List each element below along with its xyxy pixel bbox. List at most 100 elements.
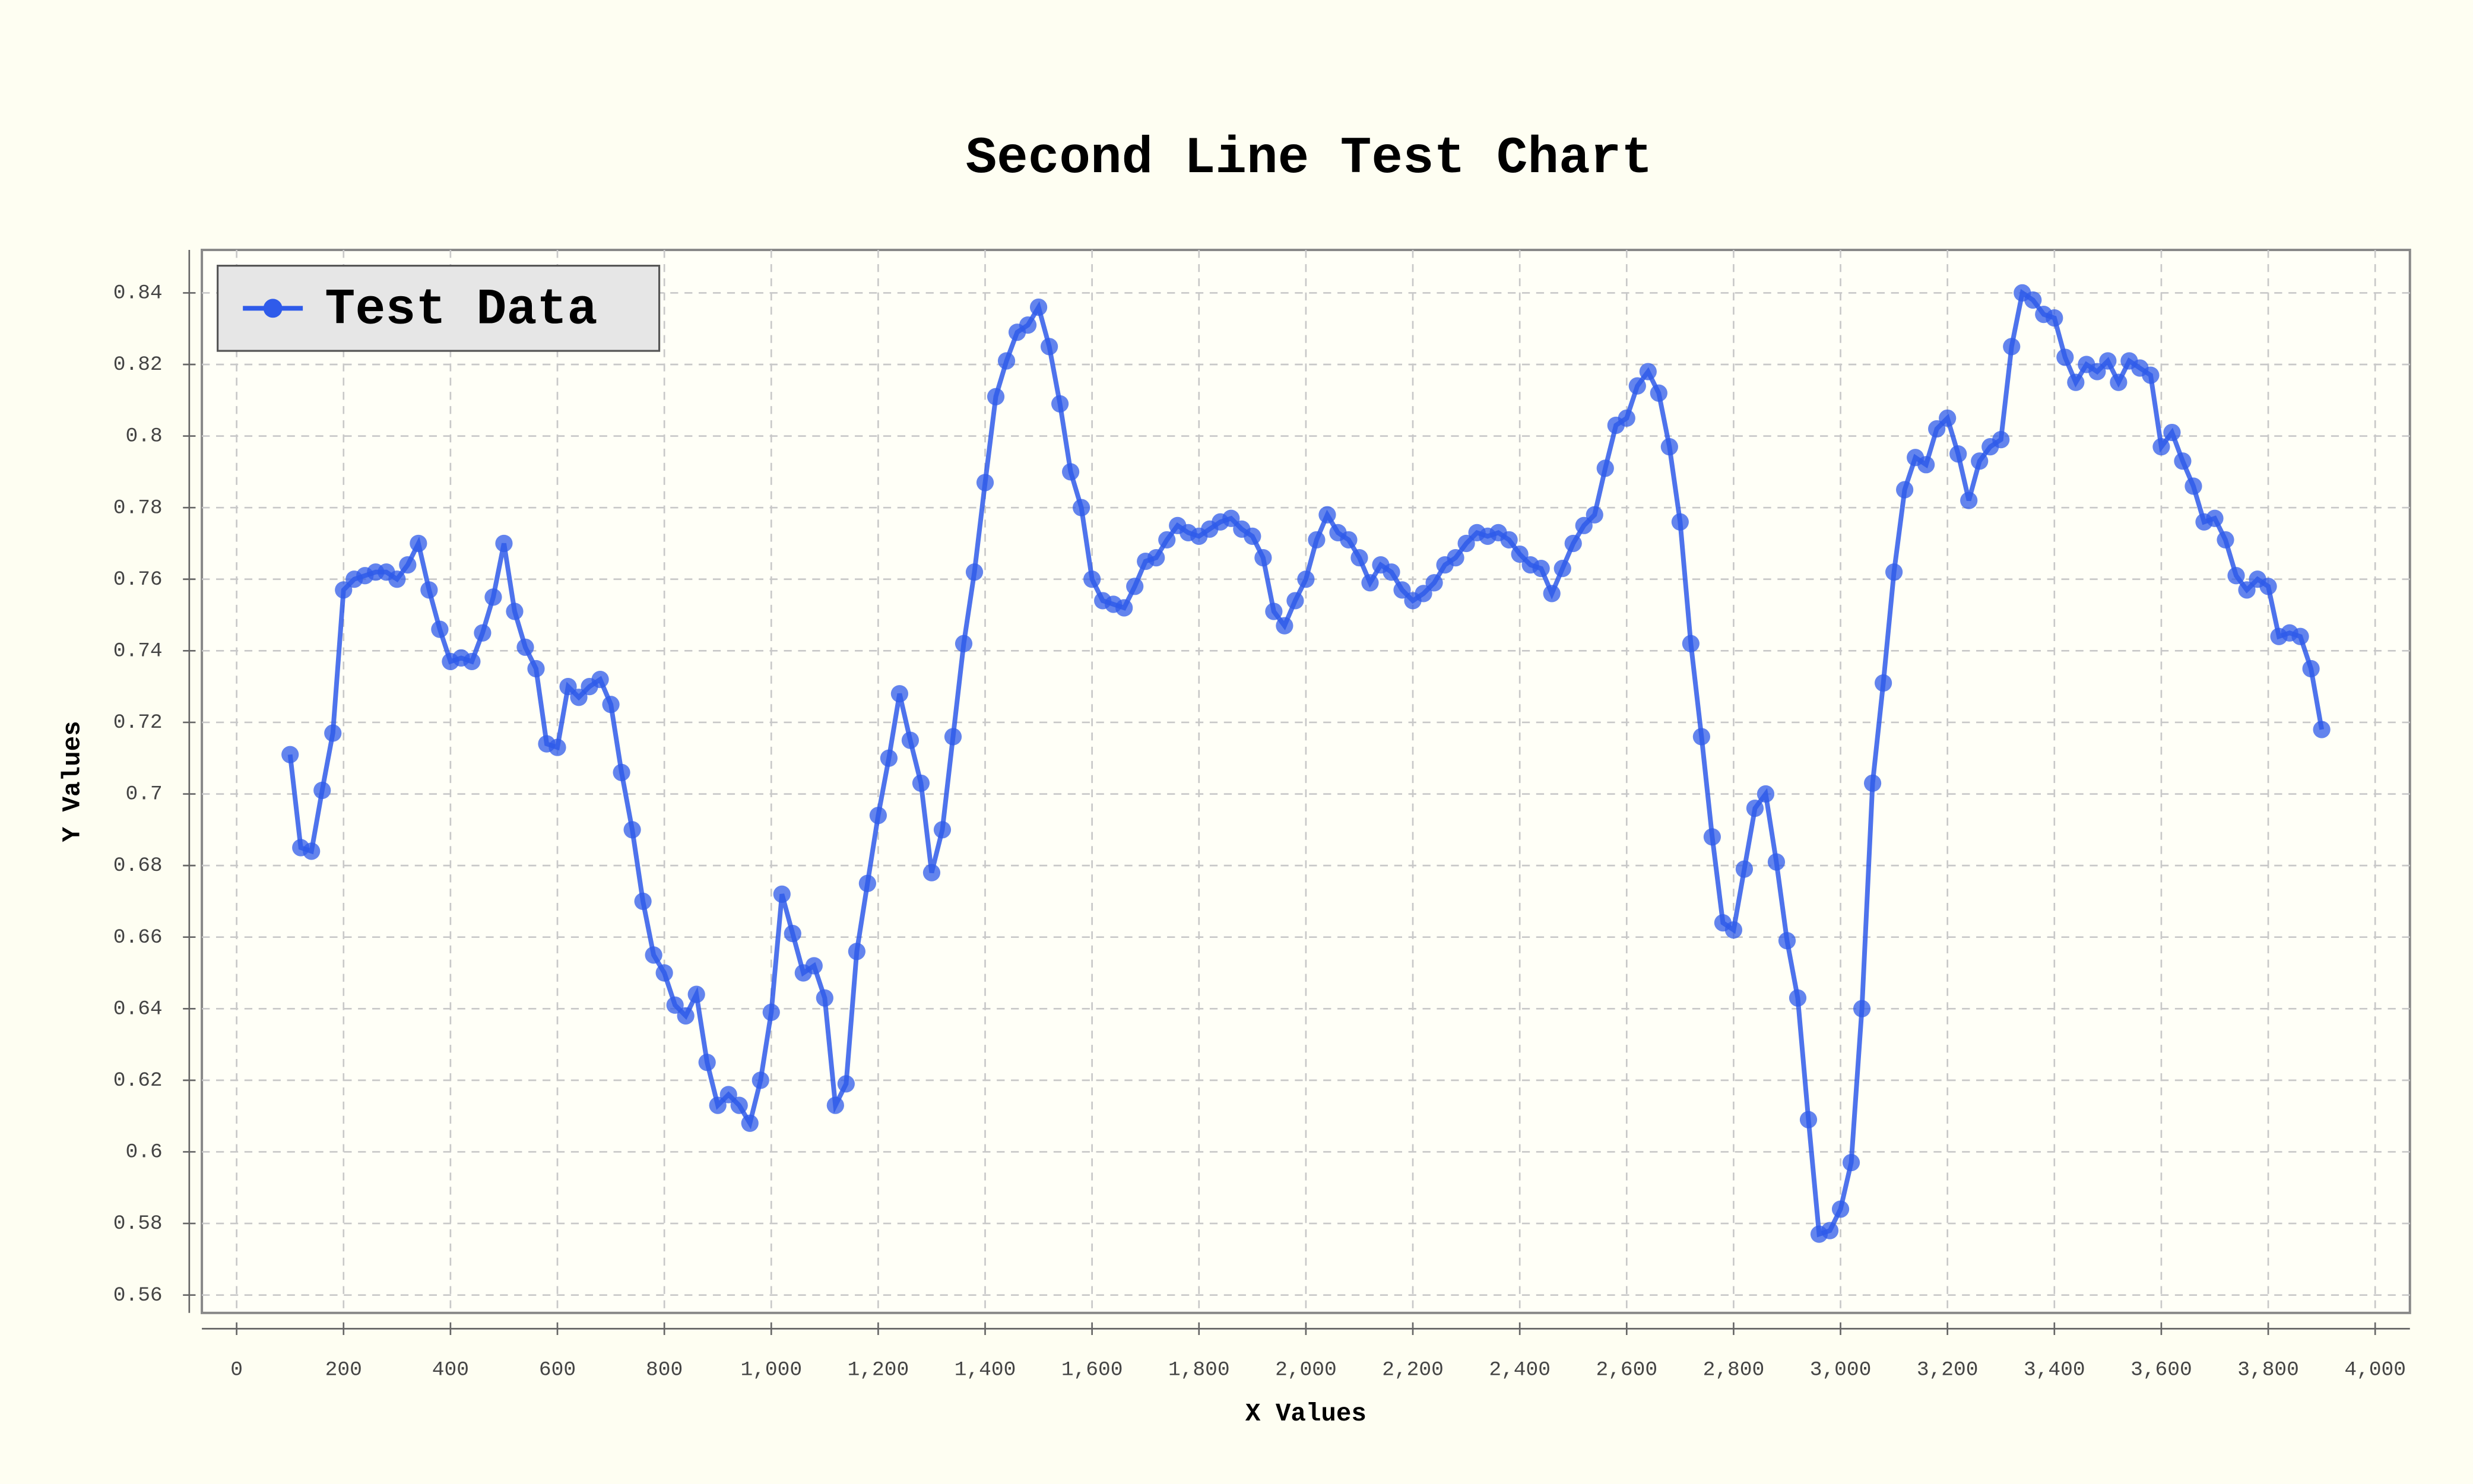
data-point [1051,395,1069,413]
data-point [570,689,588,706]
y-tick-label: 0.74 [113,639,163,662]
y-tick-label: 0.64 [113,997,163,1020]
legend-label: Test Data [325,281,597,338]
data-point [2291,627,2309,645]
data-point [1767,853,1786,871]
data-point [2142,366,2160,384]
data-point [890,685,909,703]
data-point [2024,291,2042,309]
y-tick-label: 0.84 [113,282,163,305]
data-point [901,731,920,749]
data-point [1746,800,1764,817]
data-point [677,1007,695,1025]
data-point [1029,298,1048,316]
data-point [1992,430,2010,449]
data-point [1939,409,1957,427]
data-point [1949,445,1967,463]
x-tick-label: 1,400 [955,1359,1016,1382]
x-tick-label: 3,400 [2024,1359,2085,1382]
data-point [516,638,534,656]
data-point [1511,545,1529,563]
data-point [1863,774,1882,792]
data-point [1361,574,1379,592]
y-tick-label: 0.8 [126,425,163,448]
data-point [784,925,801,943]
data-point [837,1075,855,1093]
data-point [1019,316,1037,334]
data-point [1040,338,1058,356]
data-point [965,563,984,581]
data-point [1789,989,1807,1007]
data-point [1297,570,1315,588]
data-point [1415,585,1432,603]
data-point [1500,531,1518,549]
y-tick-label: 0.76 [113,568,163,591]
data-point [1671,513,1689,531]
data-point [1276,617,1293,635]
data-point [1831,1200,1850,1218]
y-tick-label: 0.7 [126,783,163,806]
data-point [2088,363,2106,380]
data-point [816,989,833,1007]
data-point [2313,721,2331,738]
data-point [324,724,342,742]
data-point [2067,373,2085,391]
data-point [655,964,673,982]
data-point [848,943,865,960]
data-point [410,534,427,553]
data-point [1874,674,1892,692]
x-tick-label: 4,000 [2344,1359,2406,1382]
data-point [762,1003,780,1021]
data-point [976,474,994,492]
x-tick-label: 600 [539,1359,576,1382]
data-point [1586,506,1603,524]
data-point [495,534,513,553]
y-tick-label: 0.72 [113,711,163,734]
data-point [1735,860,1754,878]
data-point [826,1096,844,1114]
y-tick-label: 0.78 [113,496,163,519]
data-point [281,746,299,763]
data-point [1896,481,1914,499]
data-point [1543,585,1561,603]
data-point [1318,506,1336,524]
data-point [474,624,492,642]
data-point [431,620,449,638]
data-point [1799,1111,1818,1128]
data-point [666,996,684,1014]
x-tick-label: 2,800 [1703,1359,1765,1382]
data-point [698,1054,716,1071]
data-point [687,985,705,1003]
y-tick-label: 0.6 [126,1141,163,1164]
data-point [303,842,321,860]
x-tick-label: 2,400 [1489,1359,1551,1382]
data-point [1222,509,1240,527]
data-point [2302,659,2320,678]
x-tick-label: 2,200 [1382,1359,1444,1382]
data-point [1457,534,1475,553]
x-axis-label: X Values [1245,1400,1367,1428]
y-tick-label: 0.56 [113,1284,163,1307]
y-axis-label: Y Values [58,721,87,842]
data-point [1660,438,1678,456]
data-point [1244,527,1261,546]
data-point [1393,581,1411,599]
data-point [2227,567,2245,585]
y-tick-label: 0.58 [113,1212,163,1235]
y-tick-label: 0.62 [113,1069,163,1092]
x-tick-label: 400 [432,1359,469,1382]
data-point [602,696,620,714]
data-point [1628,377,1646,395]
x-tick-label: 3,000 [1810,1359,1872,1382]
data-point [1383,563,1400,581]
data-point [944,728,962,746]
data-point [2238,581,2256,599]
data-point [1885,563,1903,581]
data-point [912,774,930,792]
data-point [1147,548,1165,567]
data-point [933,821,952,839]
data-point [1778,932,1796,950]
data-point [549,738,566,756]
data-point [719,1086,737,1104]
